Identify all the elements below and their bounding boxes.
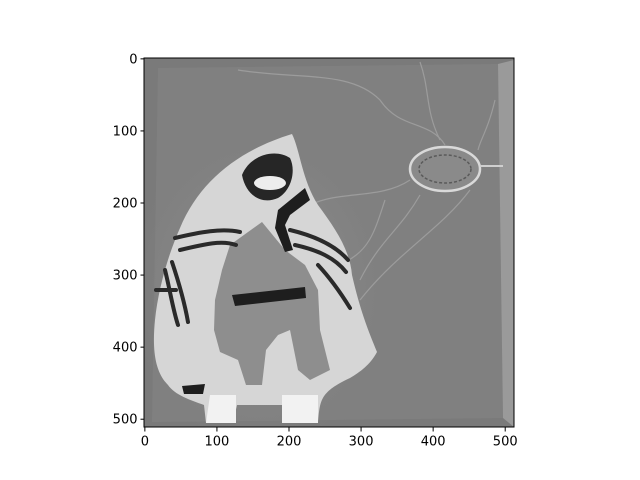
- x-tick-label: 300: [349, 435, 374, 450]
- frame-edge-right: [498, 60, 514, 427]
- y-tick-label: 200: [113, 197, 138, 212]
- figure-foot-right: [282, 395, 318, 423]
- ring-artifact: [408, 145, 482, 193]
- figure-face-highlight: [254, 176, 286, 190]
- figure-stripes: [154, 228, 352, 327]
- x-tick-label: 0: [141, 435, 149, 450]
- image-axes: [143, 57, 515, 428]
- x-tick-label: 200: [277, 435, 302, 450]
- ring-inner: [418, 154, 472, 184]
- y-axis: 0 100 200 300 400 500: [113, 52, 145, 428]
- crack-lines: [237, 61, 496, 301]
- axes-frame: [143, 57, 515, 428]
- figure-foot-left: [206, 395, 236, 423]
- y-tick-label: 0: [129, 52, 137, 67]
- x-tick-label: 100: [205, 435, 230, 450]
- y-tick-label: 500: [113, 413, 138, 428]
- y-tick-label: 300: [113, 269, 138, 284]
- x-axis: 0 100 200 300 400 500: [141, 427, 518, 450]
- x-tick-label: 500: [493, 435, 518, 450]
- x-tick-label: 400: [421, 435, 446, 450]
- image-content: [144, 60, 514, 427]
- y-tick-label: 100: [113, 124, 138, 139]
- figure-front: [214, 222, 330, 385]
- figure-belt: [232, 287, 306, 306]
- y-tick-label: 400: [113, 341, 138, 356]
- figure-shadow-mark: [182, 384, 205, 394]
- figure-staff-top: [275, 188, 310, 252]
